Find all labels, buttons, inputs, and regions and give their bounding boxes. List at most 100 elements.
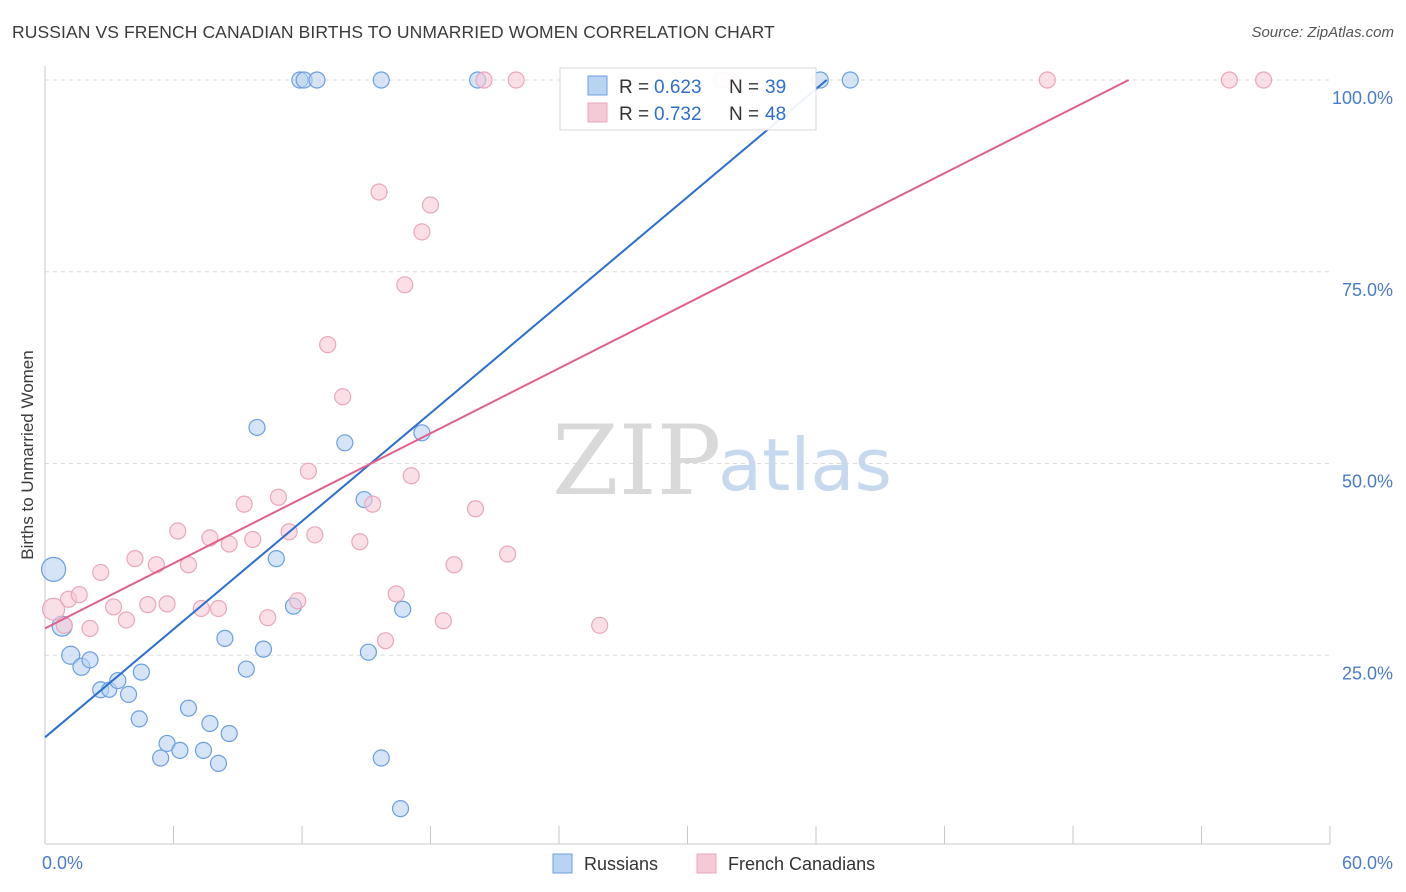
grid-lines bbox=[45, 79, 1330, 656]
russians-point bbox=[119, 685, 138, 703]
french-canadians-point bbox=[269, 488, 288, 506]
watermark: ZIP atlas bbox=[552, 405, 892, 517]
russians-point bbox=[308, 71, 326, 89]
y-tick-label: 25.0% bbox=[1342, 663, 1393, 683]
french-canadians-point bbox=[507, 71, 525, 89]
russians-point bbox=[209, 754, 228, 772]
french-canadians-point bbox=[41, 597, 66, 621]
french-canadians-point bbox=[192, 599, 210, 618]
french-canadians-point bbox=[370, 183, 388, 201]
french-canadians-point bbox=[158, 595, 176, 613]
watermark-zip: ZIP bbox=[552, 405, 721, 517]
french-canadians-point bbox=[139, 596, 157, 614]
french-canadians-point bbox=[289, 592, 307, 610]
russians-point bbox=[254, 640, 273, 658]
russians-point bbox=[132, 663, 150, 681]
x-tick-label: 0.0% bbox=[42, 853, 83, 873]
russians-point bbox=[216, 629, 234, 647]
watermark-atlas: atlas bbox=[718, 423, 892, 507]
legend-n-value: 48 bbox=[765, 104, 786, 125]
russians-point bbox=[40, 556, 67, 582]
french-canadians-point bbox=[92, 563, 110, 582]
russians-point bbox=[336, 434, 354, 452]
french-canadians-point bbox=[117, 611, 135, 629]
legend-r-value: 0.623 bbox=[654, 77, 702, 98]
y-tick-label: 50.0% bbox=[1342, 472, 1393, 492]
french-canadians-point bbox=[169, 522, 187, 540]
french-canadians-point bbox=[475, 71, 493, 89]
russians-point bbox=[372, 749, 390, 767]
french-canadians-point bbox=[126, 550, 144, 568]
french-canadians-point bbox=[499, 545, 517, 563]
french-canadians-point bbox=[334, 388, 352, 406]
russians-point bbox=[81, 651, 99, 669]
russians-point bbox=[841, 71, 859, 89]
french-canadians-point bbox=[413, 223, 431, 241]
legend-r-value: 0.732 bbox=[654, 104, 702, 125]
french-canadians-point bbox=[351, 533, 369, 551]
legend-swatch bbox=[587, 75, 608, 96]
russians-point bbox=[237, 660, 255, 678]
french-canadians-point bbox=[421, 196, 440, 214]
bottom-legend: Russians French Canadians bbox=[552, 853, 875, 874]
y-tick-label: 100.0% bbox=[1332, 88, 1393, 108]
french-canadians-point bbox=[1220, 71, 1238, 89]
french-canadians-point bbox=[434, 612, 452, 630]
french-canadians-point bbox=[466, 500, 485, 518]
french-canadians-point bbox=[402, 467, 420, 485]
russians-trend-line bbox=[44, 79, 828, 739]
legend-swatch bbox=[587, 102, 608, 123]
french-canadians-point bbox=[81, 619, 99, 638]
x-tick-label: 60.0% bbox=[1342, 853, 1393, 873]
french-canadians-point bbox=[70, 586, 88, 604]
russians-point bbox=[359, 643, 377, 661]
russians-point bbox=[61, 645, 81, 665]
french-canadians-point bbox=[201, 529, 219, 547]
axes bbox=[44, 66, 1331, 845]
french-canadians-point bbox=[376, 632, 395, 650]
russians-point bbox=[179, 699, 198, 717]
tick-labels: 25.0% 50.0% 75.0% 100.0% 0.0% 60.0% bbox=[42, 88, 1393, 873]
french-canadians-point bbox=[364, 495, 382, 513]
legend-n-value: 39 bbox=[765, 77, 786, 98]
french-canadians-point bbox=[259, 609, 277, 627]
legend-r-label: R = bbox=[619, 104, 649, 125]
french-canadians-point bbox=[319, 336, 337, 354]
russians-point bbox=[130, 710, 148, 728]
bottom-legend-label: Russians bbox=[584, 854, 658, 874]
french-canadians-point bbox=[387, 585, 405, 603]
french-canadians-trend-line bbox=[44, 79, 1130, 630]
russians-point bbox=[194, 741, 213, 759]
french-canadians-point bbox=[235, 495, 253, 513]
russians-point bbox=[391, 800, 410, 818]
french-canadians-point bbox=[1255, 71, 1273, 89]
french-canadians-point bbox=[396, 276, 414, 294]
french-canadians-point bbox=[306, 526, 324, 544]
russians-point bbox=[248, 418, 266, 437]
french-canadians-point bbox=[147, 556, 165, 574]
russians-point bbox=[372, 71, 390, 89]
bottom-legend-label: French Canadians bbox=[728, 854, 875, 874]
chart-source: Source: ZipAtlas.com bbox=[1251, 24, 1394, 41]
russians-point bbox=[152, 749, 170, 767]
legend-n-label: N = bbox=[729, 77, 759, 98]
russians-point bbox=[220, 724, 238, 743]
russians-point bbox=[201, 714, 219, 733]
french-canadians-point bbox=[299, 462, 318, 480]
bottom-legend-swatch bbox=[552, 853, 573, 874]
russians-point bbox=[394, 600, 412, 618]
french-canadians-point bbox=[209, 599, 228, 618]
legend-n-label: N = bbox=[729, 104, 759, 125]
french-canadians-point bbox=[1038, 71, 1056, 89]
legend-r-label: R = bbox=[619, 77, 649, 98]
bottom-legend-swatch bbox=[696, 853, 717, 874]
russians-point bbox=[109, 671, 127, 690]
y-tick-label: 75.0% bbox=[1342, 280, 1393, 300]
chart-title: RUSSIAN VS FRENCH CANADIAN BIRTHS TO UNM… bbox=[12, 22, 775, 42]
legend: R = 0.623 N = 39 R = 0.732 N = 48 bbox=[559, 67, 817, 131]
russians-point bbox=[267, 550, 285, 568]
trend-lines bbox=[44, 79, 1130, 739]
data-points bbox=[40, 71, 1273, 818]
french-canadians-point bbox=[244, 530, 262, 549]
